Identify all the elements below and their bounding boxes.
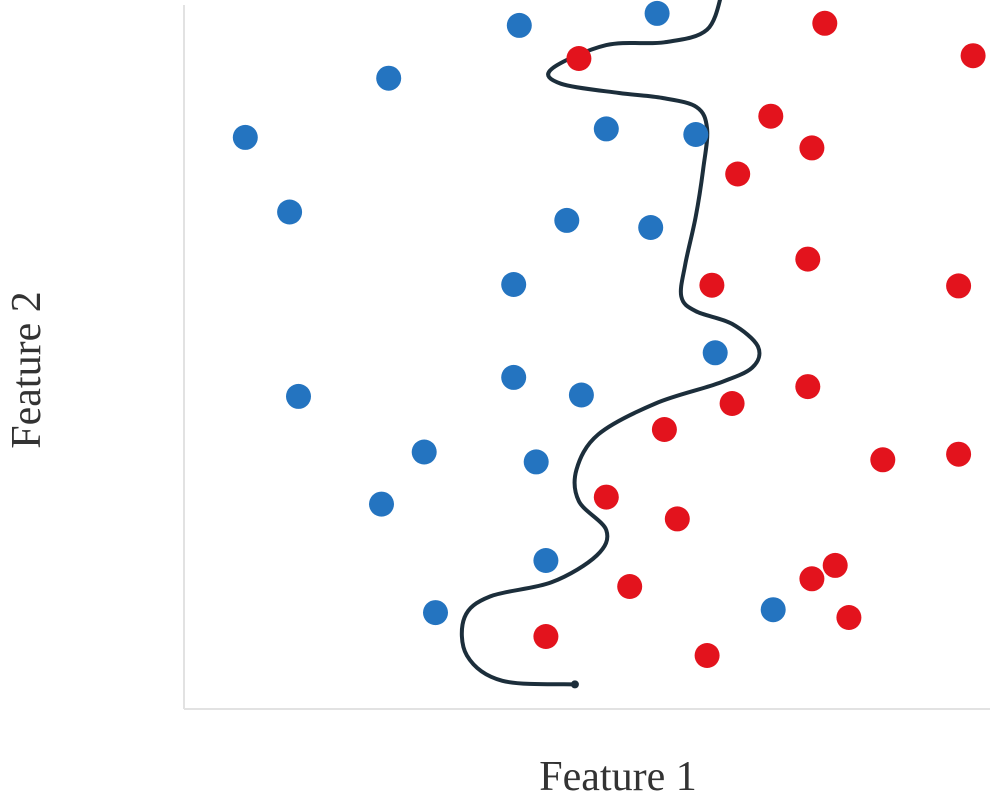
data-point <box>664 506 690 532</box>
data-point <box>799 566 825 592</box>
y-axis-label: Feature 2 <box>4 291 50 448</box>
data-point <box>593 116 619 142</box>
data-point <box>501 364 527 390</box>
data-point <box>376 65 402 91</box>
data-point <box>638 215 664 240</box>
data-point <box>795 246 821 272</box>
data-point <box>644 0 670 26</box>
data-point <box>566 46 592 71</box>
data-point <box>946 273 972 299</box>
data-point <box>286 383 311 409</box>
data-point <box>702 340 728 366</box>
data-point <box>554 207 580 233</box>
data-point <box>423 600 448 626</box>
decision-boundary-layer <box>459 0 762 689</box>
data-point <box>836 605 862 630</box>
data-point <box>533 624 559 649</box>
data-point <box>870 447 896 473</box>
x-axis-label: Feature 1 <box>539 754 696 796</box>
data-point <box>523 449 549 475</box>
axes <box>183 5 990 710</box>
data-point <box>812 10 838 36</box>
data-point <box>946 441 972 467</box>
data-point <box>651 417 677 442</box>
data-point <box>232 124 258 150</box>
data-point <box>699 272 725 298</box>
data-point <box>277 199 303 225</box>
data-point <box>683 122 709 147</box>
data-point <box>568 382 594 408</box>
data-point <box>760 597 786 623</box>
data-point <box>799 135 825 161</box>
data-point <box>694 643 720 668</box>
points-layer <box>232 0 986 668</box>
data-point <box>725 161 751 187</box>
data-point <box>617 574 643 599</box>
series-0 <box>232 0 786 626</box>
data-point <box>758 103 784 129</box>
data-point <box>593 484 619 510</box>
data-point <box>501 272 527 297</box>
data-point <box>822 552 848 578</box>
data-point <box>369 491 394 517</box>
decision-boundary-curve <box>459 0 762 687</box>
data-point <box>533 548 559 573</box>
data-point <box>719 391 745 416</box>
data-point <box>411 439 437 465</box>
boundary-end-marker <box>570 680 579 689</box>
data-point <box>795 374 821 400</box>
series-1 <box>533 10 986 668</box>
data-point <box>960 43 986 69</box>
data-point <box>506 12 532 38</box>
